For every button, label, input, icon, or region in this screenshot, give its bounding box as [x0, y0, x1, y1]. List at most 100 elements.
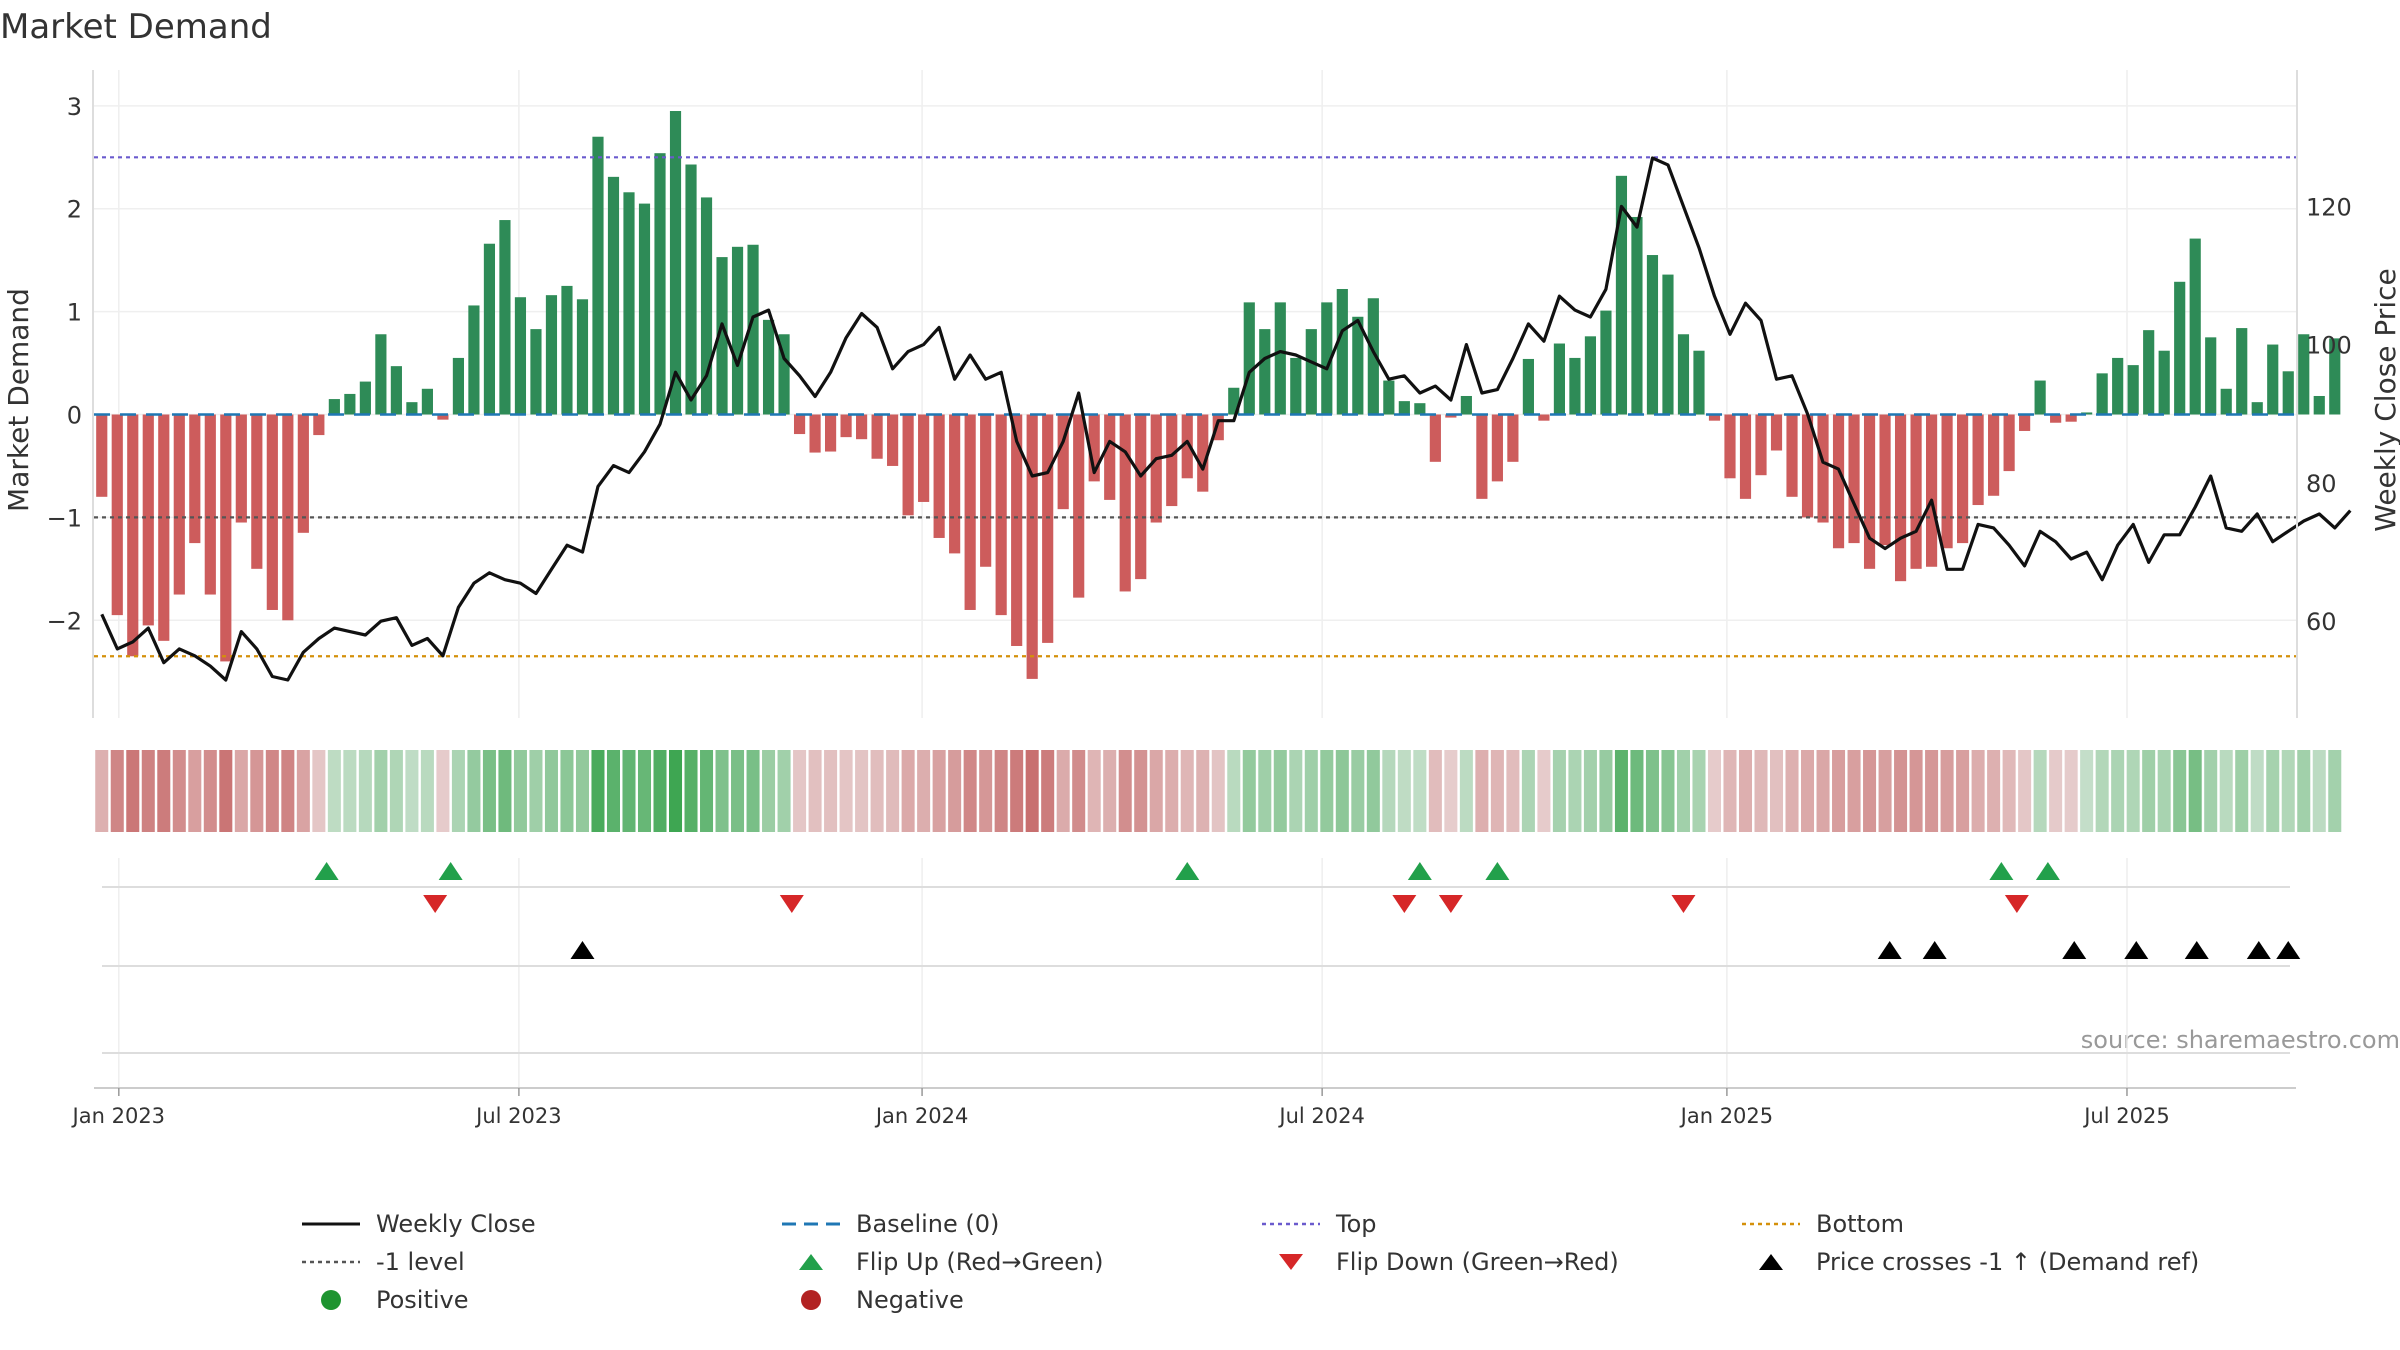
- demand-bar-2: [127, 414, 139, 657]
- heat-cell-26: [498, 750, 512, 832]
- heat-cell-64: [1087, 750, 1101, 832]
- demand-bar-27: [514, 297, 527, 415]
- legend-label-3: Bottom: [1816, 1210, 1905, 1238]
- demand-bar-57: [980, 414, 992, 567]
- heat-cell-30: [560, 750, 574, 832]
- demand-bar-4: [158, 414, 170, 641]
- demand-bar-35: [638, 203, 651, 415]
- demand-bar-106: [1739, 414, 1752, 499]
- demand-bar-29: [545, 295, 558, 415]
- legend-item-1: Baseline (0): [780, 1205, 999, 1243]
- heat-cell-37: [669, 750, 683, 832]
- heat-cell-31: [575, 750, 589, 832]
- demand-bar-138: [2236, 328, 2248, 415]
- heat-cell-138: [2235, 750, 2249, 832]
- demand-bar-70: [1181, 414, 1193, 479]
- heat-cell-113: [1847, 750, 1861, 832]
- demand-bar-75: [1259, 329, 1271, 415]
- heat-cell-14: [312, 750, 326, 832]
- heat-cell-50: [870, 750, 884, 832]
- demand-bar-7: [204, 414, 216, 595]
- heat-cell-28: [529, 750, 543, 832]
- demand-bar-56: [964, 414, 976, 610]
- demand-bar-44: [778, 334, 790, 415]
- heat-cell-29: [544, 750, 558, 832]
- heat-cell-2: [126, 750, 140, 832]
- demand-bar-51: [887, 414, 899, 466]
- demand-bar-52: [902, 414, 914, 516]
- heat-cell-5: [172, 750, 186, 832]
- heat-cell-44: [777, 750, 791, 832]
- price-cross-marker-5: [2184, 941, 2209, 959]
- heat-cell-51: [886, 750, 900, 832]
- heat-cell-32: [591, 750, 605, 832]
- heat-cell-68: [1149, 750, 1163, 832]
- flip-up-marker-0: [314, 862, 339, 880]
- demand-bar-22: [437, 414, 449, 420]
- legend-swatch-6: [1279, 1254, 1303, 1270]
- flip-down-marker-2: [1392, 895, 1417, 913]
- legend-label-1: Baseline (0): [856, 1210, 1000, 1238]
- heat-cell-75: [1258, 750, 1272, 832]
- demand-bar-87: [1445, 414, 1457, 418]
- heat-cell-6: [188, 750, 202, 832]
- heat-cell-144: [2328, 750, 2342, 832]
- demand-bar-116: [1894, 414, 1907, 582]
- y-tick-right-1: 100: [2306, 332, 2352, 360]
- legend-item-6: Flip Down (Green→Red): [1260, 1243, 1619, 1281]
- demand-bar-121: [1972, 414, 1984, 506]
- demand-bar-65: [1104, 414, 1116, 500]
- demand-bar-92: [1522, 358, 1534, 415]
- heat-cell-84: [1397, 750, 1411, 832]
- heat-cell-99: [1630, 750, 1644, 832]
- demand-bar-28: [530, 329, 542, 415]
- heat-cell-15: [327, 750, 341, 832]
- demand-bar-16: [344, 393, 356, 415]
- demand-bar-55: [949, 414, 961, 554]
- heat-cell-110: [1801, 750, 1815, 832]
- heat-cell-0: [95, 750, 109, 832]
- demand-bar-13: [297, 414, 309, 533]
- heat-cell-56: [963, 750, 977, 832]
- heat-cell-121: [1971, 750, 1985, 832]
- demand-bar-135: [2189, 238, 2201, 415]
- demand-bar-53: [918, 414, 930, 502]
- heat-cell-11: [265, 750, 279, 832]
- heat-cell-40: [715, 750, 729, 832]
- y-tick-left-3: 0: [67, 402, 82, 430]
- demand-bar-85: [1414, 403, 1426, 415]
- demand-bar-46: [809, 414, 821, 453]
- demand-bar-107: [1755, 414, 1767, 476]
- y-tick-left-1: 2: [67, 196, 82, 224]
- demand-bar-6: [189, 414, 201, 544]
- demand-bar-122: [1988, 414, 2000, 496]
- y-tick-left-4: −1: [47, 504, 82, 532]
- legend-swatch-2: [1262, 1222, 1320, 1226]
- heat-cell-62: [1056, 750, 1070, 832]
- demand-bar-80: [1336, 288, 1348, 415]
- legend-swatch-1: [782, 1222, 840, 1226]
- heat-cell-128: [2080, 750, 2094, 832]
- heat-cell-133: [2157, 750, 2171, 832]
- heat-cell-41: [731, 750, 745, 832]
- demand-bar-69: [1166, 414, 1178, 507]
- heat-cell-119: [1940, 750, 1954, 832]
- heat-cell-57: [979, 750, 993, 832]
- demand-heat-strip: [95, 750, 2342, 832]
- demand-bar-5: [173, 414, 185, 595]
- legend-item-3: Bottom: [1740, 1205, 1904, 1243]
- demand-bar-139: [2251, 402, 2263, 415]
- demand-bar-83: [1383, 380, 1395, 415]
- heat-cell-52: [901, 750, 915, 832]
- demand-bar-41: [731, 246, 744, 415]
- demand-bar-15: [328, 399, 340, 415]
- heat-cell-122: [1987, 750, 2001, 832]
- flip-up-marker-6: [2035, 862, 2060, 880]
- legend-label-5: Flip Up (Red→Green): [856, 1248, 1104, 1276]
- price-cross-marker-0: [570, 941, 595, 959]
- demand-bar-118: [1926, 414, 1938, 567]
- demand-bar-24: [468, 305, 480, 415]
- demand-bar-47: [825, 414, 837, 452]
- demand-bar-86: [1429, 414, 1441, 462]
- heat-cell-45: [793, 750, 807, 832]
